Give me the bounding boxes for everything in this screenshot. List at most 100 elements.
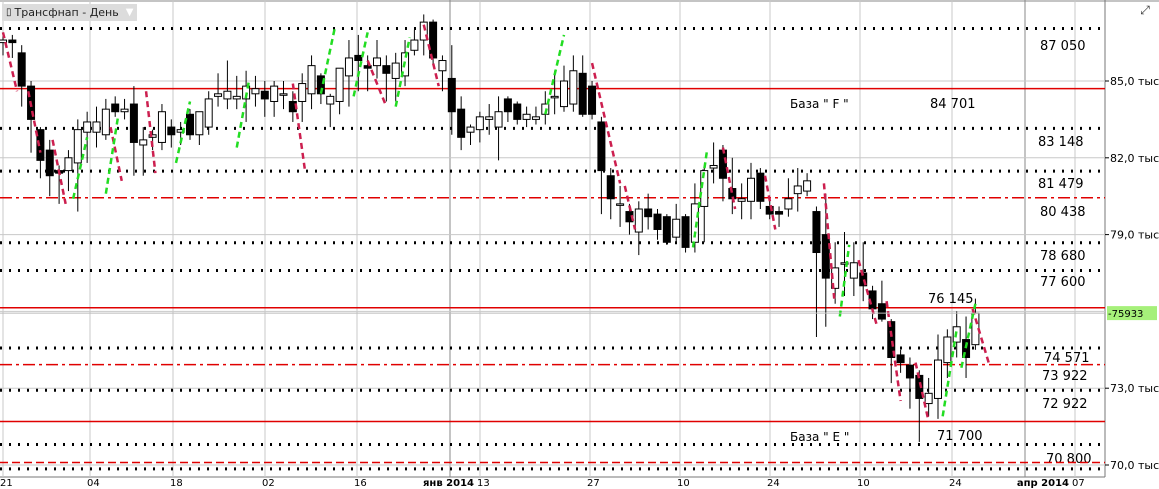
candle-body-up: [747, 177, 755, 202]
chart-title: Трансфнап - День: [14, 6, 119, 19]
candle: [382, 55, 391, 102]
candle-body-up: [634, 208, 643, 233]
x-tick-label: апр 2014: [1017, 478, 1069, 489]
candle-body-up: [251, 88, 260, 95]
candle: [457, 96, 466, 151]
candle: [195, 111, 204, 145]
candle-body-up: [438, 60, 447, 72]
x-tick-label: 24: [949, 478, 962, 489]
level-label: 74 571: [1044, 351, 1090, 366]
level-label: 84 701: [930, 97, 976, 112]
candle: [513, 101, 522, 125]
candle: [756, 168, 765, 209]
swing-line-up: [352, 32, 369, 97]
candle: [700, 168, 709, 243]
candle-body-up: [410, 39, 419, 51]
candle-body-up: [419, 21, 428, 41]
chevron-down-icon[interactable]: ▼: [125, 7, 134, 18]
candle: [597, 116, 606, 215]
candle: [438, 55, 447, 92]
candle-body-up: [232, 95, 241, 100]
swing-line-up: [235, 80, 251, 148]
candle-body-down: [186, 113, 194, 136]
candle: [298, 73, 307, 122]
candle: [503, 96, 512, 122]
candle-body-up: [83, 121, 92, 133]
swing-line-down: [291, 83, 307, 171]
candle-body-down: [260, 90, 269, 100]
candle: [915, 370, 924, 442]
candle-body-down: [17, 52, 26, 87]
candle-body-up: [709, 164, 718, 169]
candle: [344, 40, 353, 107]
candle: [943, 329, 952, 378]
swing-line-down: [109, 126, 123, 182]
candlestick-icon: ▯: [6, 7, 12, 18]
swing-line-down: [51, 139, 67, 205]
candle-body-down: [775, 211, 784, 215]
swing-line-down: [623, 185, 637, 230]
candle: [616, 185, 625, 227]
candle-body-up: [784, 198, 793, 210]
candle-body-down: [962, 339, 971, 358]
candle: [924, 377, 933, 417]
candle: [260, 81, 269, 117]
candle: [877, 280, 886, 322]
level-label: 77 600: [1040, 275, 1086, 290]
candle-body-up: [569, 70, 578, 105]
candle-body-up: [73, 129, 82, 164]
x-tick-label: 07: [1072, 478, 1085, 489]
chart-title-box[interactable]: ▯ Трансфнап - День ▼: [2, 4, 138, 21]
candle-body-up: [943, 336, 952, 364]
x-tick-label: 10: [857, 478, 870, 489]
swing-line-up: [71, 137, 89, 200]
candle-body-down: [578, 72, 587, 115]
candle: [8, 34, 17, 58]
expand-icon[interactable]: ⤢: [1140, 3, 1150, 17]
candle-body-up: [344, 57, 353, 77]
candle-body-down: [447, 77, 456, 113]
x-tick-label: 27: [587, 478, 600, 489]
candle-body-up: [0, 39, 7, 44]
candle: [672, 203, 681, 243]
candle: [447, 45, 456, 135]
candle: [157, 104, 166, 151]
level-label: 83 148: [1038, 135, 1084, 150]
candle-body-down: [129, 103, 138, 143]
candle-body-down: [36, 129, 45, 161]
candle: [728, 157, 737, 215]
swing-line-up: [838, 244, 851, 317]
candle: [588, 81, 597, 120]
level-label: 81 479: [1038, 177, 1084, 192]
candle-body-up: [139, 139, 148, 146]
candle: [569, 55, 578, 112]
candle-body-up: [793, 185, 802, 195]
candle: [129, 86, 138, 176]
candle-body-up: [531, 116, 540, 120]
candle-body-up: [279, 93, 288, 96]
candle-body-up: [803, 180, 812, 192]
swing-line-up: [319, 26, 337, 95]
level-label: 72 922: [1042, 397, 1088, 412]
candle-body-up: [849, 262, 858, 279]
candle-body-down: [887, 321, 896, 358]
level-name-label: База " F ": [790, 97, 849, 111]
candle-body-down: [821, 234, 830, 279]
candle-body-up: [934, 359, 942, 399]
candle: [73, 119, 82, 212]
candle-body-down: [354, 54, 363, 62]
x-tick-label: 21: [0, 478, 13, 489]
x-tick-label: 13: [477, 478, 490, 489]
x-tick-label: 16: [354, 478, 367, 489]
candle-body-up: [466, 126, 475, 133]
swing-line-down: [590, 62, 622, 184]
y-tick-label: 82,0 тыс.: [1110, 152, 1159, 165]
swing-line-up: [174, 101, 192, 164]
level-label: 73 922: [1042, 369, 1088, 384]
candle: [335, 67, 344, 115]
candle-body-up: [157, 111, 166, 143]
candle: [232, 75, 241, 110]
candle: [391, 52, 400, 102]
candle: [653, 209, 662, 240]
